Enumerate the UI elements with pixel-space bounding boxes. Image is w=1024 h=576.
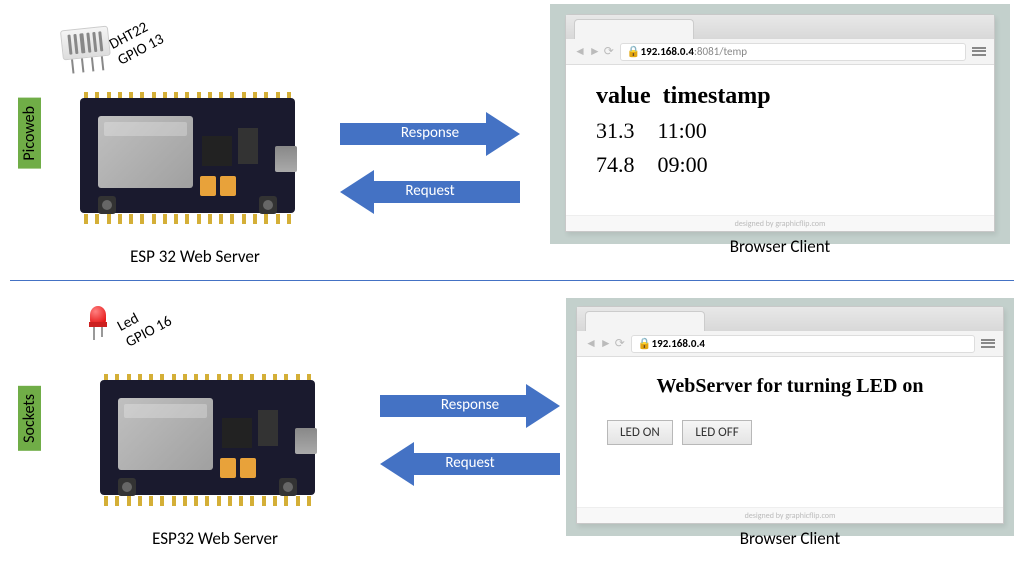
url-host: 192.168.0.4	[652, 337, 705, 350]
table-row: 31.3 11:00	[596, 118, 964, 144]
url-host: 192.168.0.4	[641, 45, 694, 58]
board-label-bottom: ESP32 Web Server	[90, 528, 340, 549]
hamburger-icon[interactable]	[972, 45, 986, 59]
led-off-button[interactable]: LED OFF	[682, 420, 751, 445]
page-title: WebServer for turning LED on	[607, 375, 973, 398]
esp32-board-top: ESP 32 Web Server	[70, 88, 320, 228]
arrow-response-bottom: Response	[380, 384, 560, 428]
esp32-board-bottom: ESP32 Web Server	[90, 370, 340, 510]
led-label: Led GPIO 16	[114, 296, 175, 351]
url-bar-bottom[interactable]: 🔒 192.168.0.4	[631, 335, 975, 353]
dht22-sensor	[60, 26, 112, 73]
browser-nav[interactable]: ◄►⟳	[574, 44, 614, 59]
browser-nav[interactable]: ◄►⟳	[585, 336, 625, 351]
arrow-request-bottom: Request	[380, 442, 560, 486]
panel-sockets: Sockets Led GPIO 16 ESP32 Web Server Res…	[0, 286, 1024, 576]
table-row: 74.8 09:00	[596, 152, 964, 178]
vlabel-sockets: Sockets	[18, 386, 41, 451]
browser-bottom: ◄►⟳ 🔒 192.168.0.4 WebServer for turning …	[576, 306, 1004, 524]
browser-top: ◄►⟳ 🔒 192.168.0.4:8081/temp value timesta…	[565, 14, 995, 232]
browser-footer-bottom: designed by graphicflip.com	[577, 507, 1003, 523]
table-header-value: value	[596, 83, 651, 109]
led-component	[88, 306, 108, 340]
url-bar-top[interactable]: 🔒 192.168.0.4:8081/temp	[620, 43, 966, 61]
browser-tab[interactable]	[574, 19, 694, 39]
led-on-button[interactable]: LED ON	[607, 420, 673, 445]
arrow-request-label: Request	[340, 182, 520, 200]
page-content-top: value timestamp 31.3 11:00 74.8 09:00	[566, 65, 994, 215]
arrow-request-top: Request	[340, 170, 520, 214]
hamburger-icon[interactable]	[981, 337, 995, 351]
arrow-response-label: Response	[340, 124, 520, 142]
vlabel-text: Sockets	[20, 394, 39, 443]
page-content-bottom: WebServer for turning LED on LED ON LED …	[577, 357, 1003, 507]
vlabel-text: Picoweb	[20, 106, 39, 161]
arrow-response-label: Response	[380, 396, 560, 414]
panel-divider	[10, 280, 1014, 281]
table-header-timestamp: timestamp	[663, 83, 771, 109]
url-rest: :8081/temp	[694, 45, 747, 58]
browser-footer-top: designed by graphicflip.com	[566, 215, 994, 231]
vlabel-picoweb: Picoweb	[18, 98, 41, 169]
browser-caption-bottom: Browser Client	[577, 528, 1003, 549]
browser-tab[interactable]	[585, 311, 705, 331]
dht-label: DHT22 GPIO 13	[106, 14, 167, 69]
board-label-top: ESP 32 Web Server	[70, 246, 320, 267]
panel-picoweb: Picoweb DHT22 GPIO 13 ESP 32 Web Server …	[0, 0, 1024, 280]
browser-caption-top: Browser Client	[566, 236, 994, 257]
arrow-request-label: Request	[380, 454, 560, 472]
arrow-response-top: Response	[340, 112, 520, 156]
